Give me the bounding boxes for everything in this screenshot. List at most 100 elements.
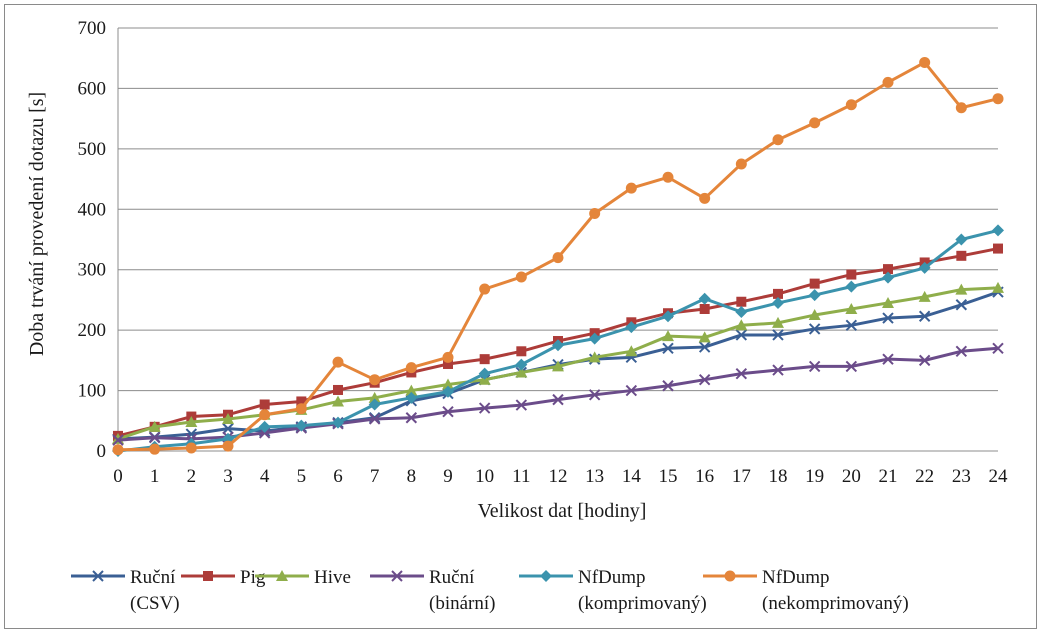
data-point bbox=[259, 409, 271, 421]
legend-item-4: NfDump (komprimovaný) bbox=[519, 567, 707, 614]
data-point bbox=[918, 261, 931, 274]
data-point bbox=[148, 420, 161, 432]
data-point bbox=[955, 299, 968, 311]
data-point bbox=[992, 342, 1004, 354]
legend-swatch-marker bbox=[203, 571, 213, 581]
data-point bbox=[589, 208, 601, 220]
data-point bbox=[295, 419, 308, 432]
data-point bbox=[772, 134, 784, 146]
legend-swatch-marker bbox=[92, 570, 104, 582]
x-tick-label: 2 bbox=[187, 466, 197, 487]
data-point bbox=[882, 312, 894, 324]
data-point bbox=[735, 329, 748, 341]
data-point bbox=[845, 280, 858, 293]
data-point bbox=[992, 281, 1004, 293]
data-point bbox=[258, 420, 271, 433]
legend-item-3: Ruční (binární) bbox=[370, 567, 495, 614]
data-point bbox=[368, 391, 381, 403]
data-point bbox=[442, 385, 454, 398]
data-point bbox=[625, 182, 637, 194]
data-point bbox=[222, 422, 234, 435]
x-tick-label: 9 bbox=[443, 466, 453, 487]
x-tick-label: 6 bbox=[333, 466, 343, 487]
data-point bbox=[772, 329, 784, 341]
data-point bbox=[662, 380, 674, 392]
data-point bbox=[992, 93, 1004, 105]
legend-label: (CSV) bbox=[130, 593, 180, 614]
series-3 bbox=[112, 342, 1004, 446]
data-point bbox=[772, 364, 784, 376]
data-point bbox=[845, 99, 857, 111]
data-point bbox=[479, 354, 490, 365]
data-point bbox=[405, 362, 417, 374]
x-tick-label: 5 bbox=[297, 466, 307, 487]
data-point bbox=[808, 360, 821, 373]
data-point bbox=[405, 391, 418, 404]
x-tick-label: 4 bbox=[260, 466, 270, 487]
x-tick-label: 17 bbox=[732, 466, 751, 487]
data-point bbox=[222, 440, 234, 452]
x-tick-label: 0 bbox=[113, 466, 123, 487]
data-point bbox=[735, 158, 747, 170]
data-point bbox=[845, 360, 858, 373]
data-point bbox=[772, 296, 784, 309]
data-point bbox=[918, 354, 931, 367]
series-5 bbox=[112, 56, 1004, 456]
data-point bbox=[442, 351, 454, 363]
data-point bbox=[332, 416, 344, 429]
x-tick-label: 22 bbox=[915, 466, 934, 487]
data-point bbox=[588, 351, 601, 363]
data-point bbox=[883, 264, 893, 275]
legend-label: NfDump bbox=[762, 567, 830, 588]
data-point bbox=[552, 393, 564, 406]
data-point bbox=[698, 331, 711, 343]
data-point bbox=[773, 288, 783, 299]
data-point bbox=[955, 283, 968, 295]
axes bbox=[117, 28, 998, 452]
data-point bbox=[735, 367, 748, 380]
data-point bbox=[185, 415, 198, 427]
y-tick-labels: 0 100 200 300 400 500 600 700 bbox=[78, 18, 107, 462]
data-point bbox=[846, 269, 857, 280]
x-tick-label: 12 bbox=[549, 466, 568, 487]
data-point bbox=[735, 306, 748, 319]
legend-label: Hive bbox=[314, 567, 351, 588]
data-point bbox=[993, 243, 1003, 254]
data-point bbox=[259, 399, 270, 410]
legend-label: (binární) bbox=[429, 593, 495, 614]
data-point bbox=[882, 271, 894, 284]
data-point bbox=[479, 283, 491, 295]
y-tick-label: 500 bbox=[78, 139, 107, 160]
data-point bbox=[478, 402, 491, 414]
legend-label: (nekomprimovaný) bbox=[762, 593, 909, 614]
y-axis-title: Doba trvání provedení dotazu [s] bbox=[26, 92, 48, 356]
x-tick-label: 3 bbox=[223, 466, 233, 487]
data-point bbox=[296, 396, 307, 407]
legend-label: Ruční bbox=[429, 567, 475, 588]
data-point bbox=[882, 296, 894, 308]
x-axis-title: Velikost dat [hodiny] bbox=[478, 500, 647, 522]
data-point bbox=[625, 345, 638, 357]
data-point bbox=[222, 412, 234, 424]
y-tick-label: 400 bbox=[78, 199, 107, 220]
data-point bbox=[698, 292, 711, 305]
data-point bbox=[955, 233, 968, 246]
legend-swatch-marker bbox=[724, 570, 736, 582]
data-point bbox=[845, 319, 858, 332]
x-tick-label: 11 bbox=[512, 466, 530, 487]
y-tick-label: 200 bbox=[78, 320, 107, 341]
y-tick-label: 600 bbox=[78, 78, 107, 99]
y-tick-label: 100 bbox=[78, 381, 107, 402]
data-point bbox=[368, 398, 381, 411]
data-point bbox=[112, 444, 124, 456]
legend-item-0: Ruční (CSV) bbox=[71, 567, 180, 614]
legend-label: Pig bbox=[240, 567, 266, 588]
legend-swatch-marker bbox=[276, 570, 288, 581]
data-point bbox=[368, 413, 381, 425]
data-point bbox=[809, 278, 820, 289]
data-point bbox=[185, 442, 197, 454]
data-point bbox=[662, 330, 674, 342]
x-tick-label: 20 bbox=[842, 466, 861, 487]
x-tick-label: 15 bbox=[659, 466, 678, 487]
x-tick-label: 21 bbox=[879, 466, 898, 487]
